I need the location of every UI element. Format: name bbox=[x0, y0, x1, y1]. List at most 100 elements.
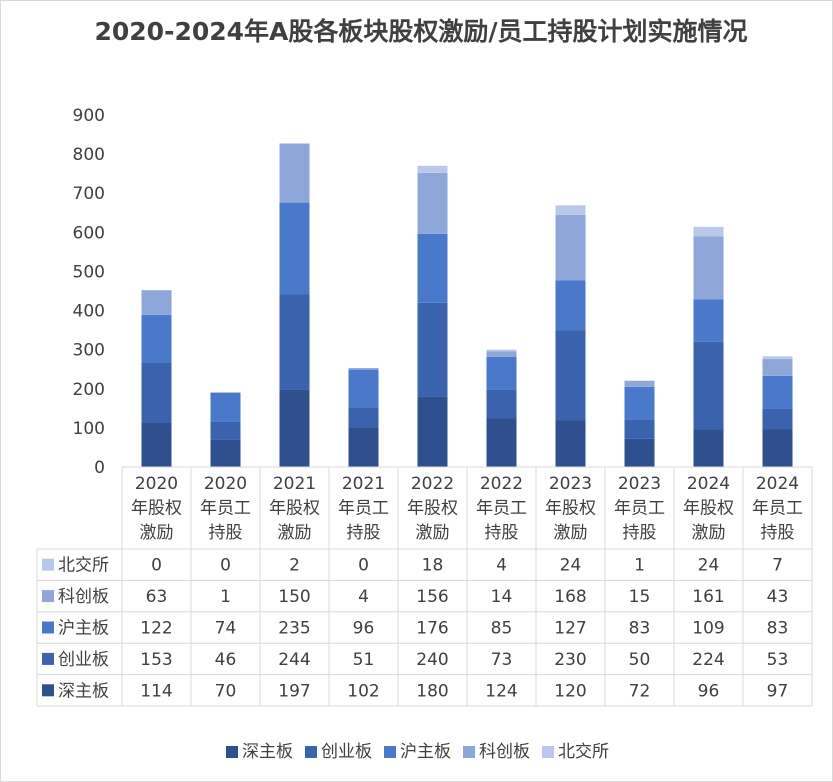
category-label: 持股 bbox=[485, 523, 519, 543]
category-label: 持股 bbox=[209, 523, 243, 543]
category-label: 激励 bbox=[554, 523, 588, 543]
category-label: 激励 bbox=[416, 523, 450, 543]
bar-segment bbox=[279, 202, 310, 295]
y-tick-label: 300 bbox=[73, 341, 105, 361]
data-label: 15 bbox=[629, 587, 651, 607]
data-label: 73 bbox=[491, 650, 513, 670]
legend-label: 深主板 bbox=[242, 742, 293, 762]
table-legend-key bbox=[42, 621, 54, 634]
y-tick-label: 900 bbox=[73, 106, 105, 126]
category-label: 年员工 bbox=[200, 499, 251, 519]
data-label: 1 bbox=[220, 587, 231, 607]
y-tick-label: 600 bbox=[73, 223, 105, 243]
category-label: 2022 bbox=[480, 474, 523, 494]
legend-label: 北交所 bbox=[558, 742, 609, 762]
legend-label: 创业板 bbox=[321, 742, 372, 762]
bar-segment bbox=[210, 421, 241, 440]
table-legend-key bbox=[42, 558, 54, 571]
data-label: 24 bbox=[698, 556, 720, 576]
category-label: 2023 bbox=[618, 474, 661, 494]
bar-segment bbox=[762, 359, 793, 376]
category-label: 2020 bbox=[204, 474, 247, 494]
legend-swatch bbox=[384, 746, 396, 758]
data-label: 85 bbox=[491, 619, 513, 639]
bar-segment bbox=[141, 422, 172, 467]
category-label: 持股 bbox=[347, 523, 381, 543]
data-label: 197 bbox=[278, 681, 310, 701]
category-label: 激励 bbox=[278, 523, 312, 543]
y-tick-label: 100 bbox=[73, 419, 105, 439]
data-label: 24 bbox=[560, 556, 582, 576]
legend-item: 科创板 bbox=[463, 737, 530, 762]
bar-segment bbox=[486, 351, 517, 357]
category-label: 年员工 bbox=[338, 499, 389, 519]
category-label: 年股权 bbox=[683, 499, 734, 519]
bar-segment bbox=[624, 438, 655, 467]
y-tick-label: 0 bbox=[94, 458, 105, 478]
bar-segment bbox=[486, 418, 517, 467]
data-label: 0 bbox=[151, 556, 162, 576]
bar-segment bbox=[417, 172, 448, 234]
bar-segment bbox=[486, 349, 517, 352]
bar-segment bbox=[417, 396, 448, 467]
category-label: 年股权 bbox=[269, 499, 320, 519]
bar-segment bbox=[762, 375, 793, 409]
legend-swatch bbox=[226, 746, 238, 758]
data-label: 83 bbox=[767, 619, 789, 639]
category-label: 年股权 bbox=[131, 499, 182, 519]
category-label: 年员工 bbox=[614, 499, 665, 519]
table-series-name: 北交所 bbox=[58, 556, 109, 576]
bar-segment bbox=[279, 143, 310, 144]
bar-segment bbox=[210, 392, 241, 422]
data-label: 180 bbox=[416, 681, 448, 701]
legend-item: 沪主板 bbox=[384, 737, 451, 762]
legend-swatch bbox=[542, 746, 554, 758]
data-label: 14 bbox=[491, 587, 513, 607]
data-label: 1 bbox=[634, 556, 645, 576]
category-label: 持股 bbox=[761, 523, 795, 543]
bar-segment bbox=[624, 380, 655, 387]
data-label: 150 bbox=[278, 587, 310, 607]
table-legend-key bbox=[42, 652, 54, 665]
category-label: 持股 bbox=[623, 523, 657, 543]
bar-segment bbox=[555, 420, 586, 467]
bar-segment bbox=[141, 290, 172, 315]
data-label: 46 bbox=[215, 650, 237, 670]
bar-segment bbox=[693, 236, 724, 300]
bar-segment bbox=[555, 280, 586, 331]
bar-segment bbox=[141, 362, 172, 423]
data-label: 7 bbox=[772, 556, 783, 576]
y-tick-label: 400 bbox=[73, 302, 105, 322]
data-label: 18 bbox=[422, 556, 444, 576]
bar-segment bbox=[279, 294, 310, 390]
category-label: 激励 bbox=[692, 523, 726, 543]
category-label: 2021 bbox=[273, 474, 316, 494]
data-label: 50 bbox=[629, 650, 651, 670]
table-legend-key bbox=[42, 590, 54, 603]
legend-swatch bbox=[305, 746, 317, 758]
data-label: 235 bbox=[278, 619, 310, 639]
data-label: 240 bbox=[416, 650, 448, 670]
bar-segment bbox=[348, 368, 379, 370]
legend-label: 科创板 bbox=[479, 742, 530, 762]
bar-segment bbox=[762, 429, 793, 467]
bar-segment bbox=[141, 314, 172, 363]
category-label: 年员工 bbox=[476, 499, 527, 519]
bar-segment bbox=[555, 214, 586, 281]
data-label: 74 bbox=[215, 619, 237, 639]
category-label: 2020 bbox=[135, 474, 178, 494]
bar-segment bbox=[279, 143, 310, 203]
data-label: 2 bbox=[289, 556, 300, 576]
category-label: 年员工 bbox=[752, 499, 803, 519]
data-label: 96 bbox=[698, 681, 720, 701]
legend-label: 沪主板 bbox=[400, 742, 451, 762]
category-label: 2024 bbox=[687, 474, 730, 494]
data-label: 120 bbox=[554, 681, 586, 701]
bar-segment bbox=[555, 330, 586, 421]
bar-segment bbox=[693, 226, 724, 237]
data-label: 63 bbox=[146, 587, 168, 607]
bar-segment bbox=[693, 299, 724, 342]
data-label: 4 bbox=[496, 556, 507, 576]
data-label: 102 bbox=[347, 681, 379, 701]
